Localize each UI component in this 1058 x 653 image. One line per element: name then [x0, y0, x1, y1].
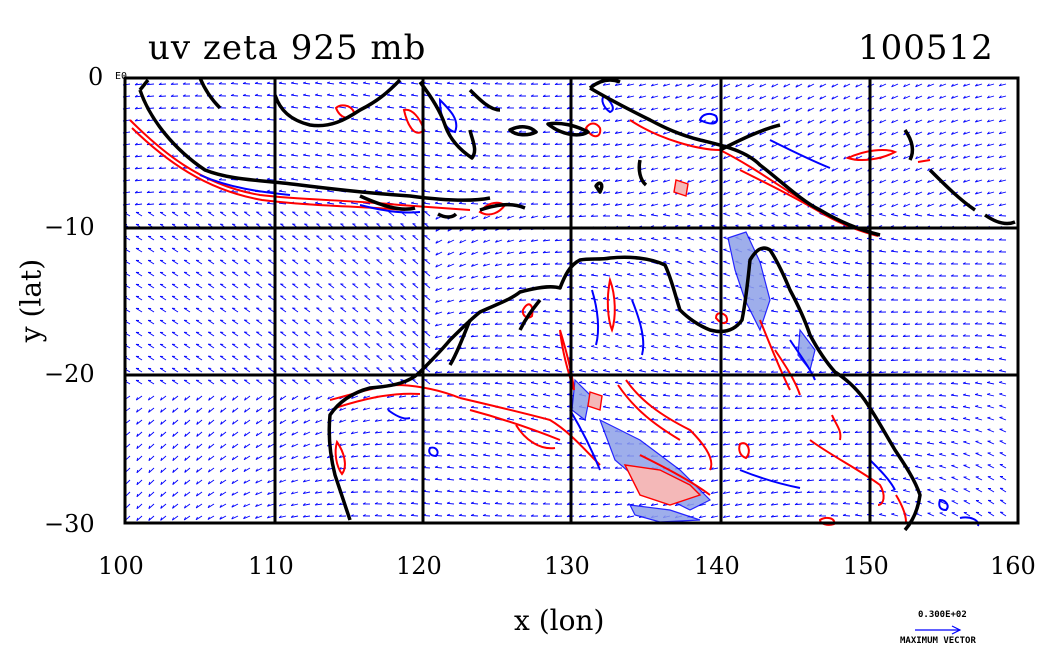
- negative-vorticity-contours: [199, 94, 980, 527]
- positive-vorticity-fill: [587, 179, 702, 506]
- corner-label: E0: [115, 71, 128, 82]
- y-tick-label: −30: [44, 510, 95, 538]
- max-vector-arrow: [915, 625, 962, 635]
- x-tick-label: 140: [694, 552, 740, 580]
- x-tick-label: 160: [990, 552, 1036, 580]
- x-tick-label: 120: [396, 552, 442, 580]
- x-tick-label: 130: [544, 552, 590, 580]
- lat-lon-grid: [125, 78, 1018, 523]
- y-tick-label: 0: [88, 63, 104, 91]
- plot-frame: [123, 76, 1020, 525]
- x-axis-label: x (lon): [514, 604, 605, 637]
- y-tick-label: −20: [44, 360, 95, 388]
- y-tick-label: −10: [44, 213, 95, 241]
- x-tick-label: 150: [843, 552, 889, 580]
- coastlines: [138, 77, 1016, 532]
- max-vector-label: MAXIMUM VECTOR: [900, 636, 976, 646]
- max-vector-value: 0.300E+02: [918, 610, 967, 620]
- map-title: uv zeta 925 mb: [148, 28, 427, 68]
- map-date: 100512: [858, 28, 994, 68]
- max-vector-legend: 0.300E+02 MAXIMUM VECTOR: [900, 610, 1020, 650]
- wind-vector-field: [122, 81, 1007, 522]
- y-axis-label: y (lat): [14, 258, 48, 343]
- x-tick-label: 110: [248, 552, 294, 580]
- x-tick-label: 100: [98, 552, 144, 580]
